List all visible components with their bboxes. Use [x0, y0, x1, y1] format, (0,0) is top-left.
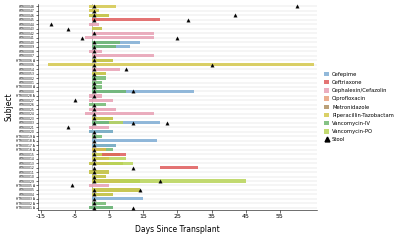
Bar	[89, 94, 102, 98]
Bar	[92, 54, 154, 57]
Bar	[92, 179, 140, 183]
Bar	[92, 148, 106, 151]
Bar	[92, 85, 102, 89]
Bar	[120, 179, 246, 183]
Bar	[92, 148, 113, 151]
Bar	[92, 27, 102, 30]
Bar	[92, 175, 106, 178]
Bar	[89, 170, 109, 174]
Bar	[92, 117, 113, 120]
Bar	[89, 14, 109, 17]
Bar	[92, 175, 106, 178]
Bar	[89, 23, 99, 26]
Bar	[89, 206, 113, 209]
Bar	[92, 59, 113, 62]
Bar	[92, 41, 140, 44]
Bar	[92, 202, 106, 205]
Bar	[48, 63, 314, 66]
Bar	[89, 126, 109, 129]
Bar	[89, 50, 102, 53]
Bar	[92, 148, 106, 151]
Bar	[92, 45, 130, 48]
Bar	[92, 90, 194, 93]
Bar	[92, 117, 113, 120]
Bar	[89, 206, 113, 209]
Bar	[160, 166, 198, 169]
Bar	[92, 197, 143, 200]
Bar	[89, 9, 99, 12]
Bar	[92, 76, 106, 79]
Bar	[89, 5, 116, 8]
Bar	[92, 157, 109, 160]
Bar	[86, 112, 154, 115]
Bar	[89, 130, 113, 133]
Bar	[89, 99, 113, 102]
Legend: Cefepime, Ceftriaxone, Cephalexin/Cefazolin, Ciprofloxacin, Metronidazole, Piper: Cefepime, Ceftriaxone, Cephalexin/Cefazo…	[322, 70, 396, 144]
Bar	[92, 139, 157, 142]
Bar	[92, 121, 109, 124]
Bar	[92, 59, 113, 62]
Bar	[102, 153, 126, 156]
Bar	[92, 81, 102, 84]
X-axis label: Days Since Transplant: Days Since Transplant	[135, 225, 220, 234]
Bar	[92, 68, 120, 71]
Bar	[89, 162, 123, 165]
Bar	[89, 14, 109, 17]
Bar	[92, 144, 116, 147]
Bar	[92, 18, 160, 21]
Y-axis label: Subject: Subject	[4, 93, 13, 121]
Bar	[89, 184, 109, 187]
Bar	[109, 162, 133, 165]
Bar	[92, 157, 109, 160]
Bar	[92, 144, 116, 147]
Bar	[89, 108, 116, 111]
Bar	[92, 72, 106, 75]
Bar	[89, 162, 123, 165]
Bar	[92, 32, 154, 35]
Bar	[92, 41, 120, 44]
Bar	[92, 45, 116, 48]
Bar	[92, 72, 106, 75]
Bar	[92, 90, 126, 93]
Bar	[89, 130, 113, 133]
Bar	[92, 135, 102, 138]
Bar	[89, 103, 106, 106]
Bar	[92, 179, 140, 183]
Bar	[92, 188, 140, 192]
Bar	[92, 188, 140, 192]
Bar	[92, 153, 120, 156]
Bar	[109, 121, 123, 124]
Bar	[89, 170, 109, 174]
Bar	[92, 193, 113, 196]
Bar	[92, 27, 102, 30]
Bar	[86, 36, 154, 39]
Bar	[92, 153, 120, 156]
Bar	[92, 193, 113, 196]
Bar	[92, 121, 160, 124]
Bar	[106, 157, 126, 160]
